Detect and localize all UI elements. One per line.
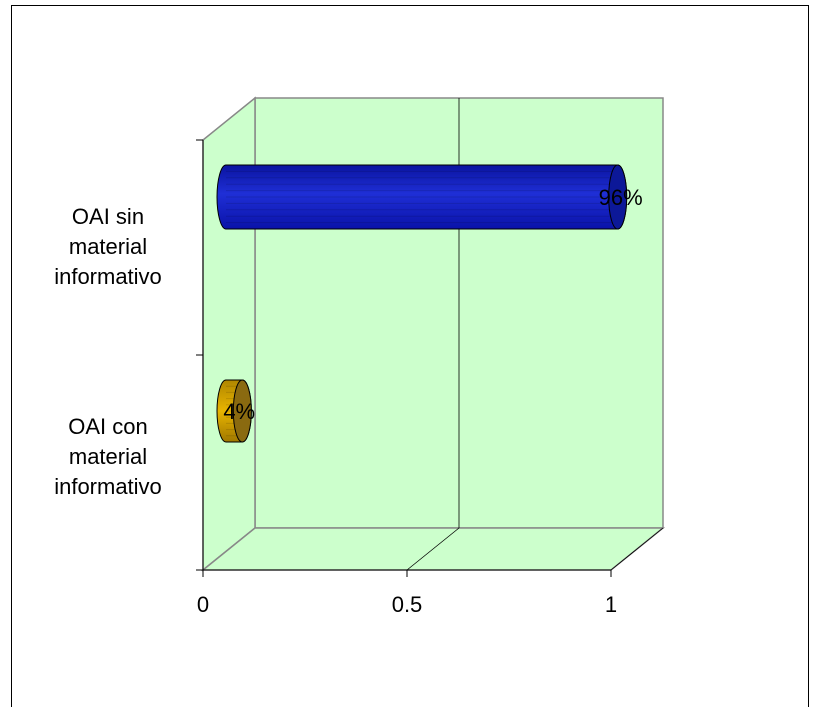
x-tick-label-2: 1 bbox=[605, 592, 617, 617]
x-tick-label-0: 0 bbox=[197, 592, 209, 617]
category-label-con-material: OAI con material informativo bbox=[54, 414, 162, 499]
bar-0-cap bbox=[608, 164, 628, 230]
floor-gridline-1 bbox=[406, 527, 460, 571]
floor-gridline-2 bbox=[610, 527, 664, 571]
data-label-0: 96% bbox=[599, 185, 643, 210]
data-label-1: 4% bbox=[223, 399, 255, 424]
bar-1-cap bbox=[232, 379, 252, 443]
x-tick-label-1: 0.5 bbox=[392, 592, 423, 617]
category-label-sin-material: OAI sin material informativo bbox=[54, 204, 162, 289]
